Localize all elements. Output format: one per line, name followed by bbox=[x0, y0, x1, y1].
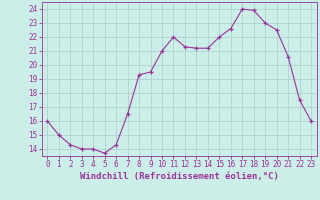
X-axis label: Windchill (Refroidissement éolien,°C): Windchill (Refroidissement éolien,°C) bbox=[80, 172, 279, 181]
